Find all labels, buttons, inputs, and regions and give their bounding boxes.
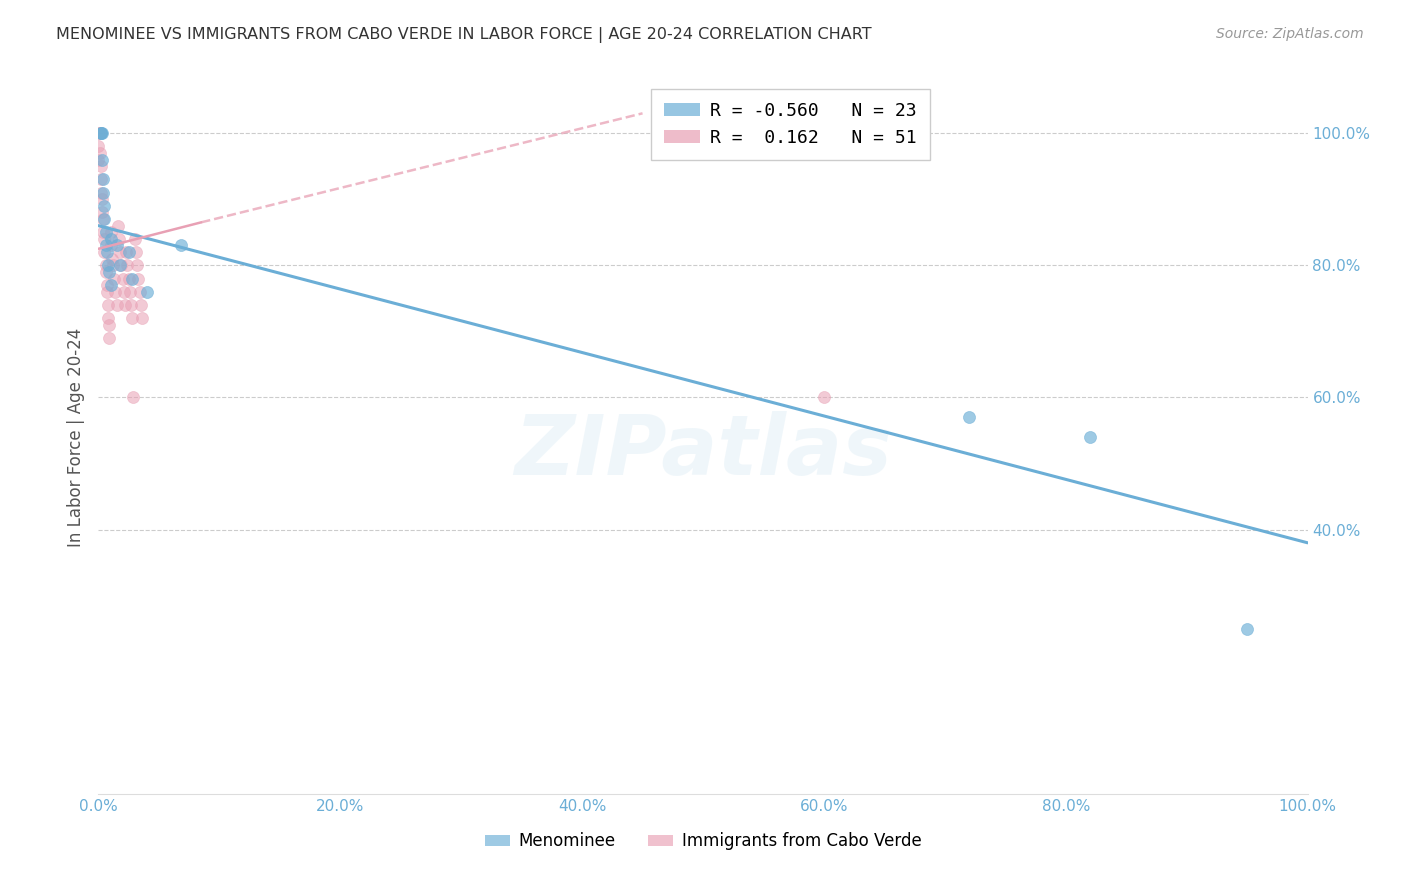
Point: [118, 271, 141, 285]
Point: [125, 245, 148, 260]
Point: [97, 311, 120, 326]
Point: [90, 186, 112, 200]
Point: [94, 225, 117, 239]
Point: [90, 126, 112, 140]
Point: [91, 212, 114, 227]
Point: [101, 258, 124, 272]
Point: [87, 126, 110, 140]
Point: [94, 258, 117, 272]
Point: [112, 285, 135, 299]
Point: [91, 172, 114, 186]
Point: [98, 265, 121, 279]
Point: [91, 153, 114, 167]
Point: [89, 145, 111, 160]
Point: [98, 331, 121, 345]
Text: ZIPatlas: ZIPatlas: [515, 411, 891, 491]
Point: [98, 318, 121, 332]
Point: [97, 258, 120, 272]
Point: [93, 232, 115, 246]
Point: [90, 126, 112, 140]
Point: [104, 285, 127, 299]
Point: [100, 225, 122, 239]
Point: [131, 311, 153, 326]
Point: [93, 212, 115, 227]
Point: [89, 126, 111, 140]
Point: [91, 186, 114, 200]
Point: [96, 278, 118, 293]
Point: [94, 265, 117, 279]
Point: [118, 245, 141, 260]
Point: [103, 271, 125, 285]
Point: [135, 285, 157, 299]
Point: [100, 238, 122, 252]
Point: [105, 238, 128, 252]
Point: [127, 271, 149, 285]
Point: [105, 298, 128, 312]
Text: Source: ZipAtlas.com: Source: ZipAtlas.com: [1216, 27, 1364, 41]
Point: [957, 410, 980, 425]
Point: [118, 285, 141, 299]
Point: [128, 285, 150, 299]
Point: [1236, 622, 1258, 636]
Text: MENOMINEE VS IMMIGRANTS FROM CABO VERDE IN LABOR FORCE | AGE 20-24 CORRELATION C: MENOMINEE VS IMMIGRANTS FROM CABO VERDE …: [56, 27, 872, 43]
Point: [87, 139, 110, 153]
Point: [96, 285, 118, 299]
Point: [94, 238, 117, 252]
Point: [124, 232, 146, 246]
Point: [91, 126, 114, 140]
Point: [90, 159, 112, 173]
Point: [107, 219, 129, 233]
Point: [122, 391, 145, 405]
Point: [117, 258, 139, 272]
Point: [93, 245, 115, 260]
Point: [127, 258, 149, 272]
Point: [169, 238, 191, 252]
Point: [110, 258, 132, 272]
Point: [93, 199, 115, 213]
Point: [108, 232, 131, 246]
Legend: Menominee, Immigrants from Cabo Verde: Menominee, Immigrants from Cabo Verde: [478, 826, 928, 857]
Point: [114, 298, 136, 312]
Point: [100, 252, 122, 266]
Point: [115, 245, 138, 260]
Point: [91, 192, 114, 206]
Point: [108, 258, 131, 272]
Point: [121, 271, 143, 285]
Point: [90, 172, 112, 186]
Point: [100, 278, 122, 293]
Point: [111, 271, 134, 285]
Point: [100, 232, 122, 246]
Point: [129, 298, 152, 312]
Y-axis label: In Labor Force | Age 20-24: In Labor Force | Age 20-24: [66, 327, 84, 547]
Point: [87, 153, 110, 167]
Point: [121, 311, 143, 326]
Point: [813, 391, 835, 405]
Point: [97, 298, 120, 312]
Point: [91, 205, 114, 219]
Point: [1078, 430, 1101, 444]
Point: [91, 225, 114, 239]
Point: [96, 245, 118, 260]
Point: [120, 298, 142, 312]
Point: [108, 245, 131, 260]
